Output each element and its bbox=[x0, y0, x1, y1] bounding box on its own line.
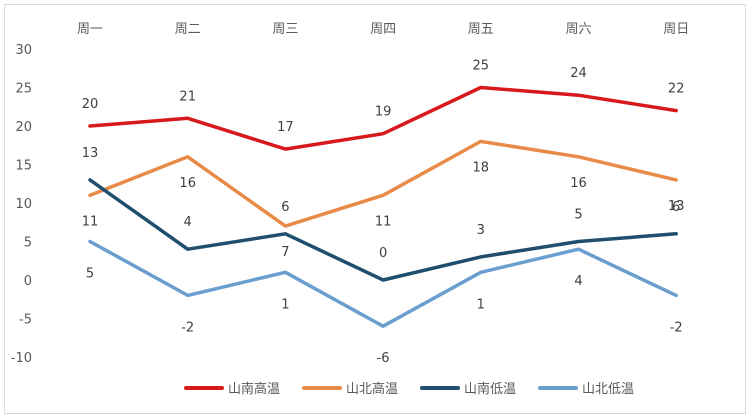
x-category-label: 周一 bbox=[77, 22, 103, 37]
data-label: 16 bbox=[570, 176, 587, 191]
y-tick-label: 5 bbox=[24, 236, 32, 251]
legend-label: 山南高温 bbox=[228, 381, 280, 397]
x-category-label: 周日 bbox=[663, 22, 689, 37]
data-label: 0 bbox=[379, 246, 387, 261]
data-label: 16 bbox=[179, 176, 196, 191]
series-line-2 bbox=[88, 139, 678, 228]
series-line-3 bbox=[88, 178, 678, 282]
data-label: 18 bbox=[473, 160, 490, 175]
data-label: 17 bbox=[277, 120, 294, 135]
data-label: 5 bbox=[574, 208, 582, 223]
data-label: 13 bbox=[668, 199, 685, 214]
y-tick-label: 15 bbox=[15, 159, 32, 174]
data-label: 3 bbox=[477, 223, 485, 238]
data-label: 22 bbox=[668, 82, 685, 97]
data-label: 19 bbox=[375, 105, 392, 120]
data-label: -6 bbox=[377, 351, 390, 366]
data-label: 1 bbox=[281, 297, 289, 312]
data-label: 11 bbox=[375, 214, 392, 229]
data-label: 6 bbox=[672, 200, 680, 215]
legend-item: 山北低温 bbox=[538, 382, 634, 397]
data-label: 4 bbox=[574, 274, 582, 289]
legend-label: 山北低温 bbox=[582, 382, 634, 397]
legend-item: 山南低温 bbox=[420, 381, 516, 397]
legend-item: 山北高温 bbox=[302, 381, 398, 397]
y-axis-ticks: 30 25 20 15 10 5 0 -5 -10 bbox=[11, 43, 32, 366]
y-tick-label: 0 bbox=[24, 274, 32, 289]
data-label: 21 bbox=[179, 89, 196, 104]
x-axis-categories: 周一 周二 周三 周四 周五 周六 周日 bbox=[77, 22, 689, 37]
series-line-1 bbox=[88, 85, 678, 151]
data-label: 5 bbox=[86, 267, 94, 282]
x-category-label: 周二 bbox=[175, 22, 201, 37]
series-lines bbox=[88, 85, 678, 328]
data-label: -2 bbox=[670, 320, 683, 335]
legend: 山南高温 山北高温 山南低温 山北低温 bbox=[184, 381, 634, 397]
data-label: -2 bbox=[181, 320, 194, 335]
y-tick-label: 10 bbox=[15, 197, 32, 212]
x-category-label: 周五 bbox=[468, 22, 494, 37]
series-line-4 bbox=[88, 239, 678, 328]
x-category-label: 周六 bbox=[565, 22, 591, 37]
legend-label: 山北高温 bbox=[346, 381, 398, 397]
y-tick-label: 25 bbox=[15, 82, 32, 97]
y-tick-label: -5 bbox=[19, 313, 32, 328]
data-label: 11 bbox=[82, 214, 99, 229]
legend-item: 山南高温 bbox=[184, 381, 280, 397]
data-label: 20 bbox=[82, 97, 99, 112]
x-category-label: 周三 bbox=[272, 22, 298, 37]
data-label: 13 bbox=[82, 146, 99, 161]
data-label: 6 bbox=[281, 200, 289, 215]
y-tick-label: 30 bbox=[15, 43, 32, 58]
data-label: 7 bbox=[281, 245, 289, 260]
data-label: 1 bbox=[477, 297, 485, 312]
data-labels: 20 21 17 19 25 24 22 11 16 7 11 18 16 13 13 4 6 0 3 5 6 5 -2 1 -… bbox=[82, 59, 685, 367]
chart-frame bbox=[4, 4, 746, 414]
y-tick-label: -10 bbox=[11, 351, 32, 366]
data-label: 24 bbox=[570, 66, 587, 81]
data-label: 4 bbox=[184, 215, 192, 230]
x-category-label: 周四 bbox=[370, 22, 396, 37]
y-tick-label: 20 bbox=[15, 120, 32, 135]
data-label: 25 bbox=[473, 59, 490, 74]
legend-label: 山南低温 bbox=[464, 381, 516, 397]
